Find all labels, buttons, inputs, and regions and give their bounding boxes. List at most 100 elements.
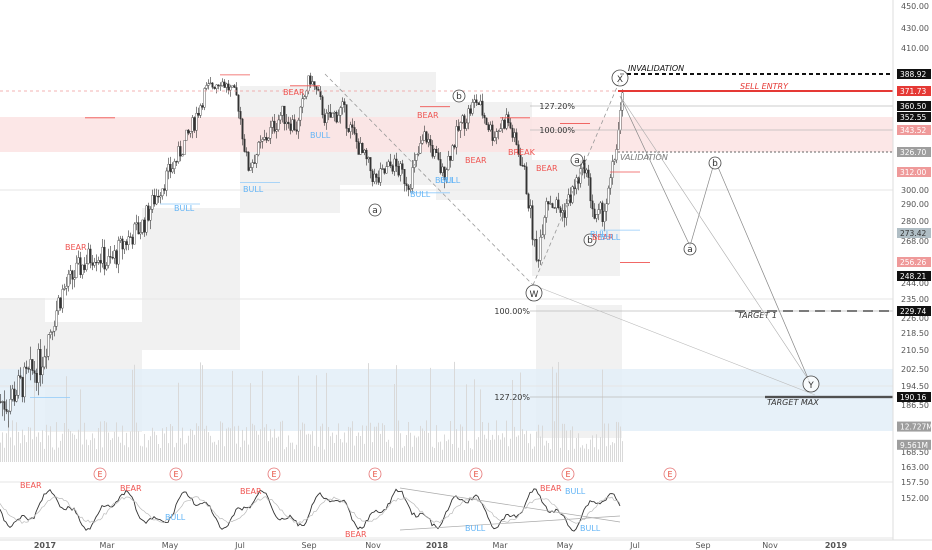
candle-body bbox=[419, 143, 422, 154]
candle-body bbox=[239, 111, 242, 120]
event-text: E bbox=[372, 470, 377, 479]
candle bbox=[311, 75, 314, 85]
candle bbox=[457, 119, 460, 132]
candle-body bbox=[387, 161, 390, 167]
candle bbox=[297, 117, 300, 139]
wave-x-line bbox=[532, 79, 621, 286]
candle-body bbox=[415, 154, 418, 161]
candle bbox=[503, 118, 506, 130]
wave-label-W: W bbox=[525, 284, 543, 302]
wave-text: X bbox=[617, 75, 623, 85]
event-marker: E bbox=[561, 467, 575, 481]
candle bbox=[389, 153, 392, 169]
candle-body bbox=[5, 409, 8, 412]
price-tag-bg bbox=[897, 69, 931, 79]
candle-body bbox=[547, 201, 550, 205]
candle bbox=[67, 269, 70, 292]
candle bbox=[183, 140, 186, 155]
candle bbox=[265, 132, 268, 143]
candle-body bbox=[445, 169, 448, 180]
candle bbox=[71, 269, 74, 290]
candle-body bbox=[75, 262, 78, 278]
candle bbox=[199, 103, 202, 118]
candle-body bbox=[169, 164, 172, 173]
candle-body bbox=[43, 356, 46, 368]
candle-body bbox=[265, 137, 268, 141]
candle bbox=[0, 393, 2, 404]
event-text: E bbox=[173, 470, 178, 479]
candle bbox=[255, 153, 258, 169]
candle-body bbox=[173, 161, 176, 169]
candle-body bbox=[471, 102, 474, 114]
candle-body bbox=[493, 137, 496, 141]
price-tick: 157.50 bbox=[901, 478, 929, 487]
candle bbox=[251, 159, 254, 174]
candle-body bbox=[313, 81, 316, 87]
price-tick: 194.50 bbox=[901, 382, 929, 391]
candle-body bbox=[13, 388, 16, 402]
candle-body bbox=[163, 188, 166, 191]
candle-body bbox=[147, 205, 150, 221]
price-tag-bg bbox=[897, 392, 931, 402]
wave-text: a bbox=[372, 206, 378, 216]
candle-body bbox=[279, 115, 282, 121]
price-axis[interactable]: 450.00 430.00 410.00 300.00 290.00 280.00 268.… bbox=[892, 0, 932, 550]
price-tag: 256.26 bbox=[897, 257, 931, 267]
price-tick: 210.50 bbox=[901, 346, 929, 355]
candle bbox=[491, 120, 494, 146]
candle bbox=[609, 173, 612, 195]
candle bbox=[357, 138, 360, 155]
candle-body bbox=[437, 152, 440, 160]
event-text: E bbox=[473, 470, 478, 479]
candle bbox=[237, 94, 240, 119]
candle bbox=[201, 103, 204, 110]
candle-body bbox=[331, 112, 334, 118]
time-axis[interactable]: 2017 Mar May Jul Sep Nov 2018 Mar May Jul Sep Nov 20… bbox=[0, 539, 932, 550]
candle bbox=[209, 77, 212, 85]
candle-body bbox=[145, 205, 148, 233]
candle bbox=[215, 84, 218, 94]
candle-body bbox=[539, 236, 542, 261]
candle-body bbox=[407, 185, 410, 190]
candle bbox=[613, 158, 616, 166]
candle-body bbox=[589, 177, 592, 202]
candle bbox=[535, 230, 538, 263]
candle-body bbox=[339, 107, 342, 116]
candle-body bbox=[271, 120, 274, 128]
price-tag: 343.52 bbox=[897, 125, 931, 135]
candle-body bbox=[205, 85, 208, 89]
candle-body bbox=[551, 203, 554, 208]
candle-body bbox=[69, 270, 72, 275]
candle bbox=[127, 230, 130, 251]
candle-body bbox=[571, 186, 574, 203]
candle-body bbox=[77, 257, 80, 264]
candle bbox=[285, 113, 288, 131]
candle bbox=[353, 121, 356, 136]
candle bbox=[239, 106, 242, 125]
candle bbox=[107, 248, 110, 269]
candle-body bbox=[545, 201, 548, 218]
candle-body bbox=[215, 84, 218, 89]
price-tag: 326.70 bbox=[897, 147, 931, 157]
candle-body bbox=[285, 121, 288, 124]
candle-body bbox=[557, 199, 560, 209]
candle bbox=[545, 197, 548, 223]
candle-body bbox=[221, 81, 224, 86]
candle bbox=[411, 159, 414, 193]
candle-body bbox=[95, 261, 98, 264]
candle-body bbox=[363, 149, 366, 153]
wave-label-a: a bbox=[683, 242, 697, 256]
price-tag: 312.00 bbox=[897, 167, 931, 177]
candle bbox=[529, 199, 532, 219]
candle-body bbox=[119, 238, 122, 241]
candle-body bbox=[181, 154, 184, 157]
price-tag-bg bbox=[897, 257, 931, 267]
price-tick: 163.00 bbox=[901, 463, 929, 472]
price-tag-bg bbox=[897, 271, 931, 281]
candle-body bbox=[37, 349, 40, 383]
time-tick-sep: Sep bbox=[301, 541, 316, 550]
candle-body bbox=[15, 395, 18, 402]
wave-circle bbox=[368, 203, 382, 217]
candle bbox=[417, 146, 420, 157]
candle bbox=[51, 330, 54, 341]
